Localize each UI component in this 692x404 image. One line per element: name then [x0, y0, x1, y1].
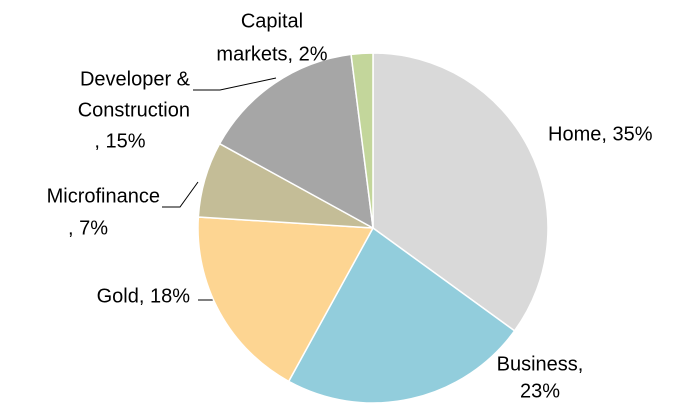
- data-label: Business,: [497, 353, 584, 375]
- pie-slice: [218, 53, 374, 230]
- data-label: Gold, 18%: [97, 285, 191, 307]
- data-label: Capital: [241, 10, 303, 32]
- data-label: markets, 2%: [216, 43, 327, 65]
- pie-slice: [287, 226, 516, 404]
- pie-slice: [350, 52, 374, 229]
- leader-line: [193, 77, 277, 91]
- data-label: Developer &: [80, 68, 191, 90]
- pie-slice: [197, 216, 375, 383]
- data-label: Construction: [78, 99, 190, 121]
- data-label: 23%: [520, 380, 560, 402]
- data-label: Home, 35%: [548, 123, 653, 145]
- pie-slice: [372, 52, 549, 332]
- data-label: Microfinance: [47, 185, 160, 207]
- data-label: , 15%: [94, 130, 145, 152]
- leader-line: [162, 181, 199, 208]
- data-label: , 7%: [68, 217, 108, 239]
